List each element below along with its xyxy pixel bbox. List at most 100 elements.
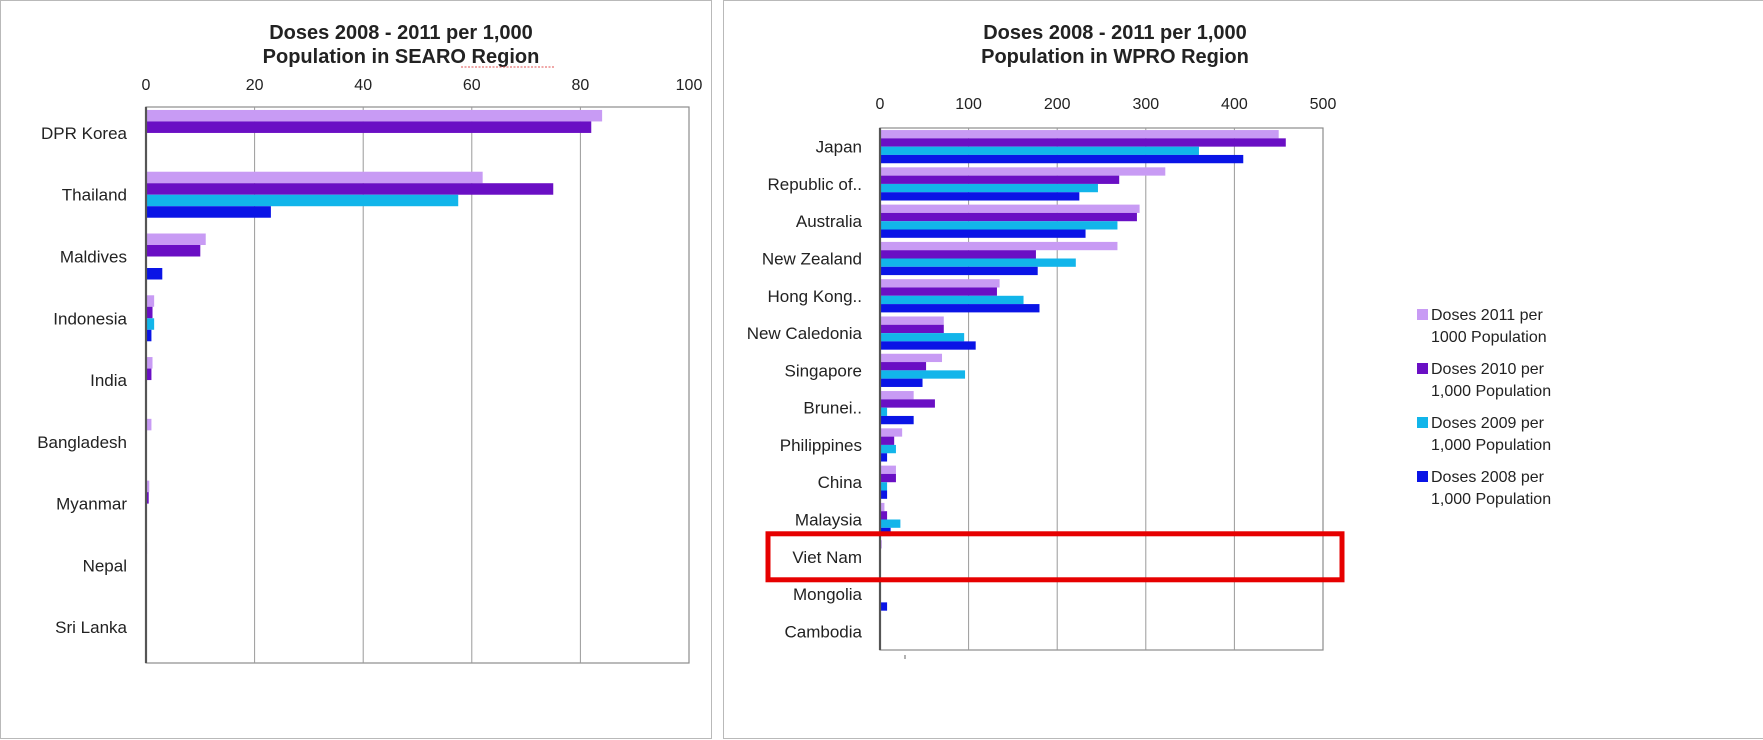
- bar: [146, 268, 163, 280]
- bar: [880, 229, 1086, 238]
- category-label: Brunei..: [803, 399, 862, 418]
- bar: [880, 304, 1040, 313]
- bar: [880, 391, 914, 400]
- bar: [880, 453, 888, 462]
- chart-title-line1: Doses 2008 - 2011 per 1,000: [983, 22, 1247, 44]
- highlight-box: [765, 531, 1345, 583]
- legend-label: 1,000 Population: [1431, 383, 1551, 400]
- category-label: Mongolia: [793, 585, 863, 604]
- legend-label: Doses 2010 per: [1431, 361, 1545, 378]
- category-label: Sri Lanka: [55, 618, 127, 637]
- legend-swatch: [1417, 363, 1428, 374]
- bar: [880, 399, 935, 408]
- x-tick-label: 500: [1310, 96, 1337, 113]
- bar: [880, 428, 903, 437]
- bar: [146, 233, 206, 246]
- chart-title-line1: Doses 2008 - 2011 per 1,000: [269, 22, 533, 44]
- x-tick-label: 100: [676, 77, 703, 94]
- category-label: Maldives: [60, 248, 127, 267]
- bar: [880, 341, 976, 350]
- legend-label: Doses 2011 per: [1431, 307, 1543, 324]
- bar: [146, 171, 483, 184]
- chart-title-line2: Population in WPRO Region: [981, 46, 1249, 68]
- category-label: India: [90, 371, 127, 390]
- category-label: Japan: [816, 138, 862, 157]
- bar: [880, 436, 895, 445]
- wpro-bar-chart: Doses 2008 - 2011 per 1,000 Population i…: [747, 22, 1551, 659]
- x-tick-label: 60: [463, 77, 481, 94]
- legend-label: 1,000 Population: [1431, 437, 1551, 454]
- bar: [880, 465, 896, 474]
- bar: [146, 306, 153, 319]
- bar: [880, 250, 1036, 259]
- bar: [146, 492, 149, 504]
- chart-title-line2: Population in SEARO Region: [263, 46, 540, 68]
- bar: [880, 407, 888, 416]
- legend-label: 1,000 Population: [1431, 491, 1551, 508]
- category-label: Cambodia: [785, 622, 863, 641]
- bar: [146, 121, 592, 133]
- bar: [880, 482, 888, 491]
- bar: [880, 212, 1137, 222]
- category-label: Singapore: [784, 361, 862, 380]
- x-tick-label: 0: [142, 77, 151, 94]
- bar: [880, 490, 888, 499]
- bar: [880, 362, 927, 371]
- bar: [880, 333, 965, 342]
- category-label: Viet Nam: [792, 548, 862, 567]
- bar: [146, 194, 459, 207]
- bar: [880, 183, 1098, 193]
- searo-chart-panel: Doses 2008 - 2011 per 1,000 Population i…: [0, 0, 712, 739]
- category-label: Hong Kong..: [767, 287, 862, 306]
- category-label: New Caledonia: [747, 324, 863, 343]
- x-tick-label: 200: [1044, 96, 1071, 113]
- bar: [880, 444, 896, 454]
- legend-label: Doses 2008 per: [1431, 469, 1545, 486]
- bar: [880, 473, 896, 483]
- bar: [880, 130, 1279, 139]
- bar: [146, 109, 603, 122]
- bar: [880, 295, 1024, 305]
- bar: [146, 418, 152, 431]
- category-label: Bangladesh: [37, 433, 127, 452]
- bar: [880, 353, 943, 363]
- category-label: Nepal: [83, 556, 127, 575]
- legend-swatch: [1417, 309, 1428, 320]
- bar: [146, 357, 153, 369]
- searo-bar-chart: Doses 2008 - 2011 per 1,000 Population i…: [37, 22, 703, 664]
- bar: [880, 221, 1118, 230]
- bar: [880, 324, 944, 334]
- bar: [880, 167, 1166, 176]
- category-label: New Zealand: [762, 250, 862, 269]
- category-label: Thailand: [62, 186, 127, 205]
- bar: [880, 175, 1120, 184]
- bar: [146, 480, 150, 493]
- legend-swatch: [1417, 471, 1428, 482]
- x-tick-label: 80: [572, 77, 590, 94]
- bar: [880, 279, 1000, 288]
- bar: [146, 245, 201, 257]
- x-tick-label: 40: [354, 77, 372, 94]
- bar: [880, 146, 1199, 155]
- legend-label: 1000 Population: [1431, 329, 1547, 346]
- category-label: Indonesia: [53, 309, 127, 328]
- bar: [880, 316, 944, 325]
- bar: [146, 368, 152, 381]
- legend-swatch: [1417, 417, 1428, 428]
- category-label: Philippines: [780, 436, 862, 455]
- bar: [880, 138, 1286, 147]
- category-label: Republic of..: [768, 175, 863, 194]
- bar: [880, 204, 1140, 213]
- bar: [880, 415, 914, 425]
- bar: [880, 378, 923, 387]
- bar: [880, 154, 1244, 164]
- bar: [880, 602, 888, 611]
- bar: [880, 511, 888, 520]
- bar: [146, 329, 152, 342]
- x-tick-label: 20: [246, 77, 264, 94]
- category-label: Australia: [796, 212, 863, 231]
- category-label: DPR Korea: [41, 124, 128, 143]
- wpro-chart-panel: Doses 2008 - 2011 per 1,000 Population i…: [723, 0, 1763, 739]
- bar: [880, 370, 966, 379]
- x-tick-label: 100: [955, 96, 982, 113]
